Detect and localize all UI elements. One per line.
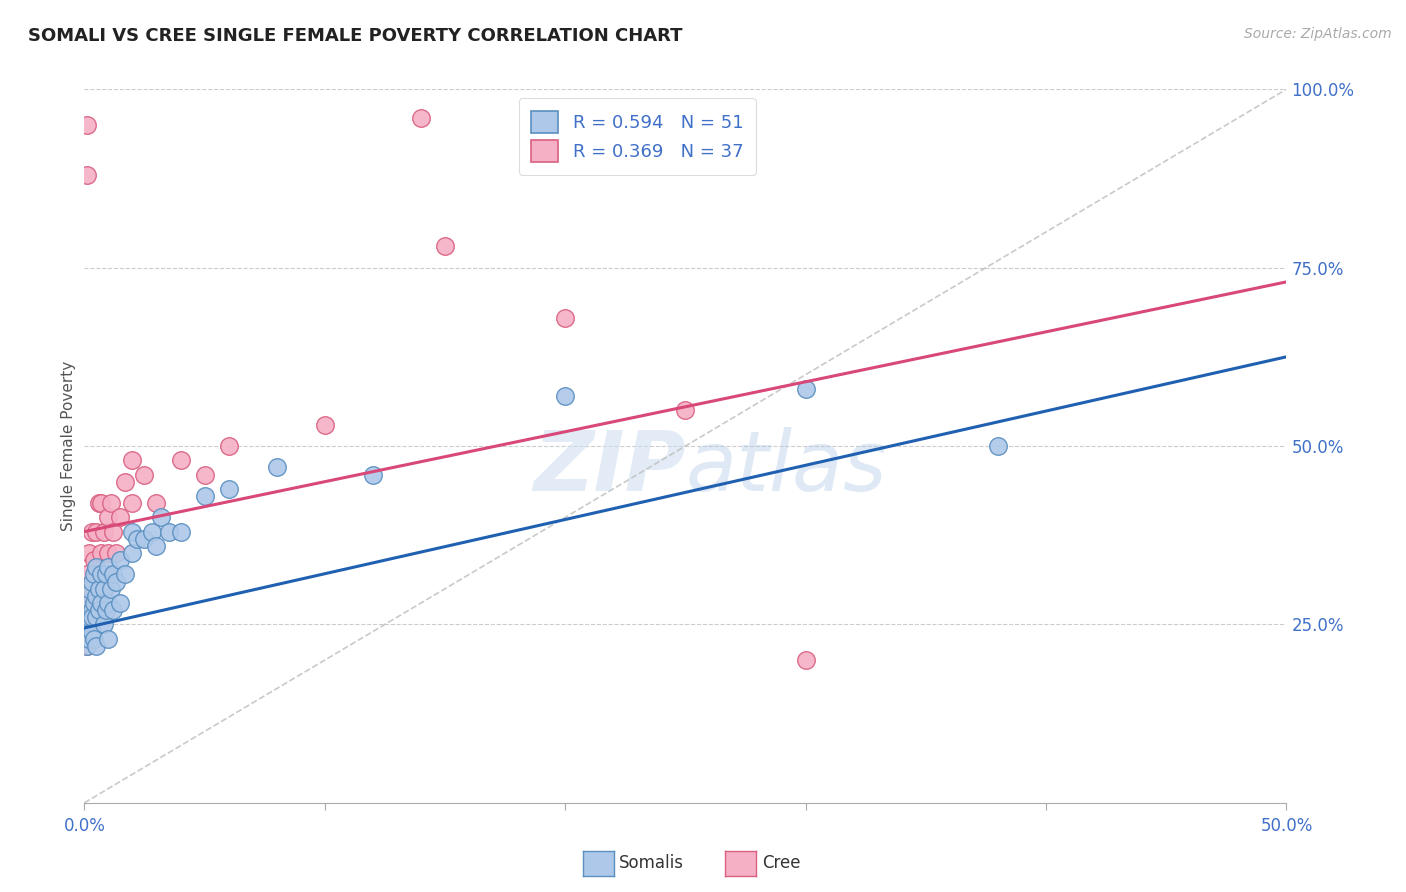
Point <box>110 510 132 524</box>
Point <box>76 596 98 610</box>
Point <box>121 496 143 510</box>
Point <box>554 389 576 403</box>
Point <box>83 553 105 567</box>
Point <box>554 310 576 325</box>
Point <box>103 603 125 617</box>
Point <box>103 567 125 582</box>
Point <box>77 632 100 646</box>
Point <box>194 467 217 482</box>
Point <box>80 582 103 596</box>
Point <box>83 596 105 610</box>
Point <box>145 539 167 553</box>
Point <box>314 417 336 432</box>
Point <box>90 567 112 582</box>
Point <box>127 532 149 546</box>
Point <box>76 639 98 653</box>
Point <box>409 111 432 125</box>
Point <box>361 467 384 482</box>
Point <box>83 596 105 610</box>
Point <box>90 496 112 510</box>
Point <box>266 460 288 475</box>
Point <box>145 496 167 510</box>
Point <box>77 582 100 596</box>
Point <box>121 453 143 467</box>
Point <box>87 496 110 510</box>
Point <box>794 382 817 396</box>
Point <box>80 574 103 589</box>
Legend: R = 0.594   N = 51, R = 0.369   N = 37: R = 0.594 N = 51, R = 0.369 N = 37 <box>519 98 756 175</box>
Point <box>94 567 117 582</box>
Point <box>121 546 143 560</box>
Text: Source: ZipAtlas.com: Source: ZipAtlas.com <box>1244 27 1392 41</box>
Point <box>76 617 98 632</box>
Point <box>86 589 108 603</box>
Point <box>80 524 103 539</box>
Point <box>93 582 115 596</box>
Point <box>169 524 191 539</box>
Point <box>86 610 108 624</box>
Point <box>114 567 136 582</box>
Point <box>86 560 108 574</box>
Point <box>675 403 697 417</box>
Point <box>97 596 120 610</box>
Point <box>110 596 132 610</box>
Point <box>93 582 115 596</box>
Point <box>76 596 98 610</box>
Point <box>77 546 100 560</box>
Point <box>83 567 105 582</box>
Point <box>134 467 156 482</box>
Point <box>90 596 112 610</box>
Point <box>134 532 156 546</box>
Text: Somalis: Somalis <box>619 855 683 872</box>
Point <box>97 560 120 574</box>
Point <box>141 524 163 539</box>
Point <box>94 603 117 617</box>
Point <box>80 603 103 617</box>
Point <box>87 603 110 617</box>
Point <box>93 524 115 539</box>
Point <box>77 610 100 624</box>
Point <box>794 653 817 667</box>
Point <box>218 482 240 496</box>
Text: Cree: Cree <box>762 855 800 872</box>
Point <box>76 610 98 624</box>
Point <box>80 624 103 639</box>
Point <box>76 118 98 132</box>
Point <box>97 546 120 560</box>
Point <box>110 553 132 567</box>
Point <box>194 489 217 503</box>
Point <box>103 524 125 539</box>
Point <box>121 524 143 539</box>
Point <box>93 617 115 632</box>
Point <box>86 567 108 582</box>
Point <box>100 496 122 510</box>
Text: atlas: atlas <box>686 427 887 508</box>
Point <box>114 475 136 489</box>
Point <box>77 603 100 617</box>
Point <box>83 632 105 646</box>
Point <box>94 567 117 582</box>
Point <box>86 524 108 539</box>
Point <box>157 524 180 539</box>
Point <box>97 632 120 646</box>
Point <box>104 546 127 560</box>
Point <box>150 510 173 524</box>
Point <box>80 610 103 624</box>
Y-axis label: Single Female Poverty: Single Female Poverty <box>60 361 76 531</box>
Point <box>97 510 120 524</box>
Text: ZIP: ZIP <box>533 427 686 508</box>
Point <box>434 239 457 253</box>
Point <box>987 439 1010 453</box>
Point <box>87 582 110 596</box>
Point <box>76 168 98 182</box>
Point <box>100 582 122 596</box>
Point <box>76 639 98 653</box>
Point <box>86 639 108 653</box>
Point <box>104 574 127 589</box>
Point <box>218 439 240 453</box>
Point <box>90 546 112 560</box>
Text: SOMALI VS CREE SINGLE FEMALE POVERTY CORRELATION CHART: SOMALI VS CREE SINGLE FEMALE POVERTY COR… <box>28 27 683 45</box>
Point <box>169 453 191 467</box>
Point <box>76 567 98 582</box>
